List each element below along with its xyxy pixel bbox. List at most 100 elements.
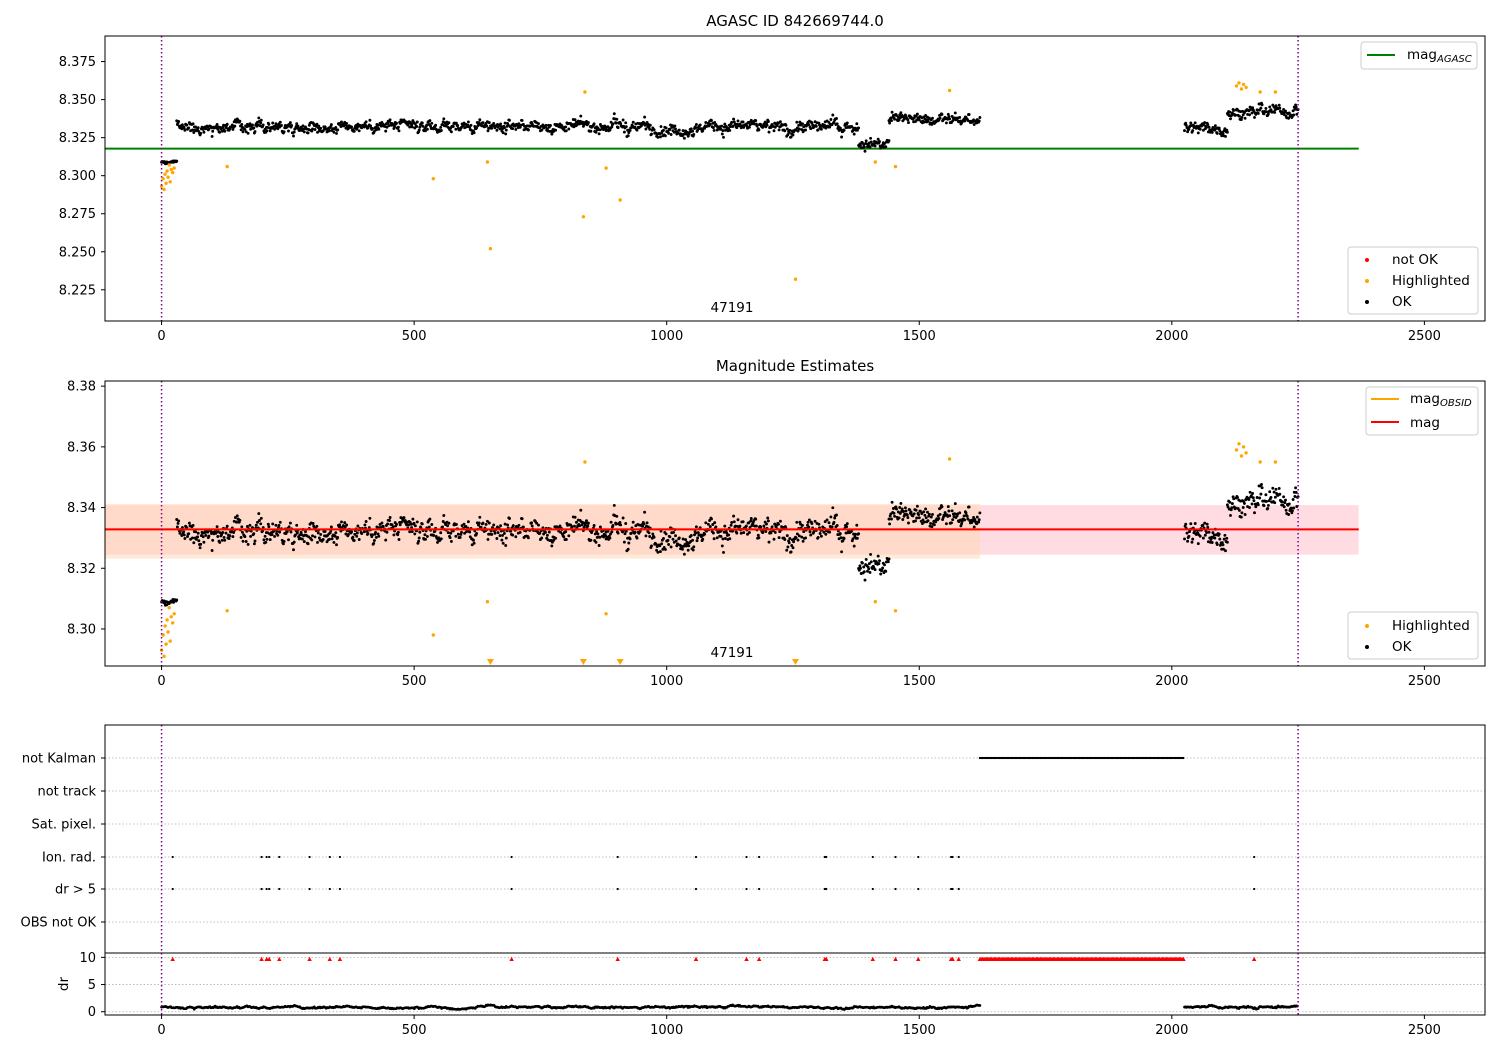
ok-point: [225, 524, 229, 528]
ok-point: [810, 522, 814, 525]
ok-point: [1272, 490, 1276, 494]
ok-point: [623, 532, 627, 536]
ok-point: [251, 526, 254, 530]
ok-point: [490, 532, 494, 536]
ok-point: [624, 121, 628, 125]
flag-point: [308, 887, 311, 891]
ok-point: [1183, 129, 1186, 133]
ok-point: [777, 536, 781, 540]
ok-point: [596, 532, 600, 536]
ok-point: [448, 536, 452, 540]
ok-point: [762, 524, 766, 528]
ok-point: [722, 135, 725, 139]
highlighted-point: [163, 172, 167, 176]
highlighted-point: [162, 187, 166, 192]
ok-point: [790, 544, 794, 547]
ok-point: [511, 524, 515, 528]
ok-point: [641, 524, 645, 528]
ok-point: [570, 525, 574, 529]
ok-point: [241, 130, 245, 134]
highlighted-point: [431, 633, 435, 637]
ok-point: [904, 509, 908, 513]
ok-point: [1251, 106, 1255, 110]
ok-point: [1264, 493, 1268, 497]
ok-point: [621, 516, 625, 520]
ok-point: [567, 534, 571, 538]
ok-point: [449, 531, 453, 535]
flag-row-label: Ion. rad.: [42, 851, 96, 866]
ok-point: [735, 126, 739, 130]
ok-point: [187, 532, 191, 536]
ok-point: [917, 516, 921, 520]
flag-point: [758, 887, 761, 891]
ok-point: [1289, 506, 1293, 510]
ok-point: [290, 124, 294, 127]
ok-point: [859, 566, 862, 570]
ok-point: [528, 124, 532, 128]
ok-point: [635, 128, 639, 132]
ok-point: [788, 537, 792, 540]
ok-point: [310, 538, 314, 542]
ok-point: [917, 513, 921, 517]
dr-clipped-marker: [756, 956, 762, 961]
ok-point: [1251, 491, 1255, 495]
ok-point: [1251, 496, 1255, 500]
x-tick-label: 1500: [903, 674, 936, 689]
flag-point: [1253, 887, 1256, 891]
highlighted-point: [165, 169, 169, 173]
ok-point: [1207, 530, 1211, 534]
ok-point: [216, 535, 220, 538]
ok-point: [259, 516, 263, 520]
ok-point: [268, 538, 272, 542]
ok-point: [458, 535, 462, 539]
ok-point: [1287, 502, 1291, 506]
ok-point: [573, 524, 576, 528]
ok-point: [582, 525, 586, 529]
x-tick-label: 0: [157, 1023, 165, 1038]
highlighted-point: [1258, 460, 1262, 464]
ok-point: [475, 126, 479, 130]
ok-point: [742, 531, 746, 535]
ok-point: [343, 521, 347, 525]
y-tick-label: 8.350: [59, 93, 96, 108]
ok-point: [292, 130, 296, 134]
ok-point: [408, 125, 412, 129]
ok-point: [545, 127, 549, 131]
offscale-marker: [486, 659, 494, 665]
ok-point: [773, 125, 777, 129]
ok-point: [720, 544, 724, 548]
ok-point: [921, 518, 925, 522]
ok-point: [866, 569, 869, 573]
highlighted-point: [168, 639, 172, 643]
ok-point: [264, 540, 268, 544]
panel1-legend-points-box: [1347, 246, 1479, 315]
ok-point: [376, 532, 380, 536]
ok-point: [280, 123, 283, 127]
ok-point: [1273, 495, 1277, 499]
ok-point: [356, 524, 360, 528]
ok-point: [287, 129, 290, 133]
ok-point: [319, 126, 323, 130]
ok-point: [897, 516, 901, 520]
ok-point: [500, 538, 504, 542]
ok-point: [273, 534, 277, 538]
ok-point: [278, 120, 282, 124]
ok-point: [629, 531, 633, 535]
ok-point: [352, 129, 356, 133]
ok-point: [959, 524, 963, 528]
ok-point: [932, 523, 936, 527]
ok-point: [1264, 106, 1268, 110]
ok-point: [778, 519, 782, 523]
ok-point: [1292, 506, 1296, 510]
ok-point: [495, 537, 499, 540]
ok-point: [831, 506, 835, 510]
ok-point: [316, 540, 319, 544]
ok-point: [526, 536, 530, 540]
ok-point: [194, 530, 198, 534]
ok-point: [504, 128, 508, 132]
highlighted-point: [1234, 448, 1239, 452]
ok-point: [597, 132, 601, 136]
panel1-title: AGASC ID 842669744.0: [706, 12, 884, 30]
highlighted-point: [1244, 451, 1248, 455]
ok-point: [478, 515, 482, 519]
